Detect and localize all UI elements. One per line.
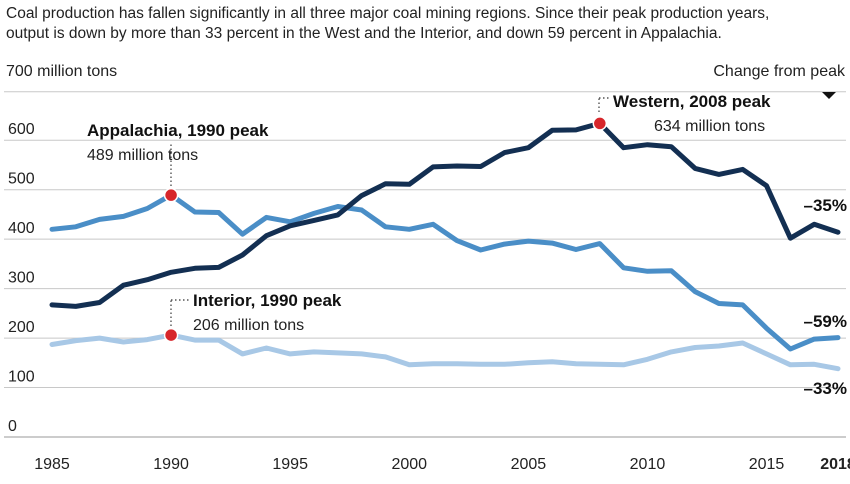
appalachia-peak-title: Appalachia, 1990 peak: [87, 121, 269, 140]
x-tick-label: 2015: [749, 456, 785, 473]
change-from-peak-marker: [822, 92, 836, 99]
y-tick-label: 300: [8, 270, 35, 287]
western-change-label: –35%: [804, 196, 847, 215]
gridlines: [4, 91, 846, 438]
caption-line-1: Coal production has fallen significantly…: [6, 5, 770, 22]
peak-annotations: Western, 2008 peak 634 million tons Appala…: [87, 92, 771, 343]
x-axis-tick-labels: 1985 1990 1995 2000 2005 2010 2015 2018: [34, 456, 850, 473]
x-tick-label: 2000: [391, 456, 427, 473]
western-peak-dot: [592, 116, 608, 131]
interior-peak-title: Interior, 1990 peak: [193, 291, 342, 310]
x-tick-label: 2018: [820, 456, 850, 473]
chart-caption: Coal production has fallen significantly…: [6, 4, 846, 44]
y-tick-label: 100: [8, 369, 35, 386]
series-lines: [49, 120, 841, 372]
x-tick-label: 2005: [511, 456, 547, 473]
y-tick-label: 200: [8, 319, 35, 336]
x-tick-label: 2010: [630, 456, 666, 473]
y-tick-label: 400: [8, 220, 35, 237]
appalachia-change-label: –59%: [804, 312, 847, 331]
appalachia-peak-subtitle: 489 million tons: [87, 147, 198, 164]
y-axis-tick-labels: 0 100 200 300 400 500 600: [8, 121, 35, 435]
x-tick-label: 1990: [153, 456, 189, 473]
y-tick-label: 600: [8, 121, 35, 138]
caption-line-2: output is down by more than 33 percent i…: [6, 25, 722, 42]
x-tick-label: 1995: [272, 456, 308, 473]
western-peak-title: Western, 2008 peak: [613, 92, 771, 111]
interior-peak-dot: [163, 327, 179, 343]
y-tick-label: 500: [8, 171, 35, 188]
change-from-peak-label: Change from peak: [713, 63, 845, 80]
y-tick-label: 0: [8, 418, 17, 435]
x-tick-label: 1985: [34, 456, 70, 473]
interior-change-label: –33%: [804, 379, 847, 398]
western-line: [49, 120, 841, 309]
western-peak-subtitle: 634 million tons: [654, 118, 765, 135]
appalachia-line: [49, 192, 841, 352]
appalachia-peak-dot: [163, 187, 179, 203]
change-labels: –35% –59% –33%: [804, 196, 847, 398]
y-axis-title: 700 million tons: [6, 63, 118, 80]
interior-line: [49, 332, 841, 372]
interior-peak-subtitle: 206 million tons: [193, 317, 304, 334]
